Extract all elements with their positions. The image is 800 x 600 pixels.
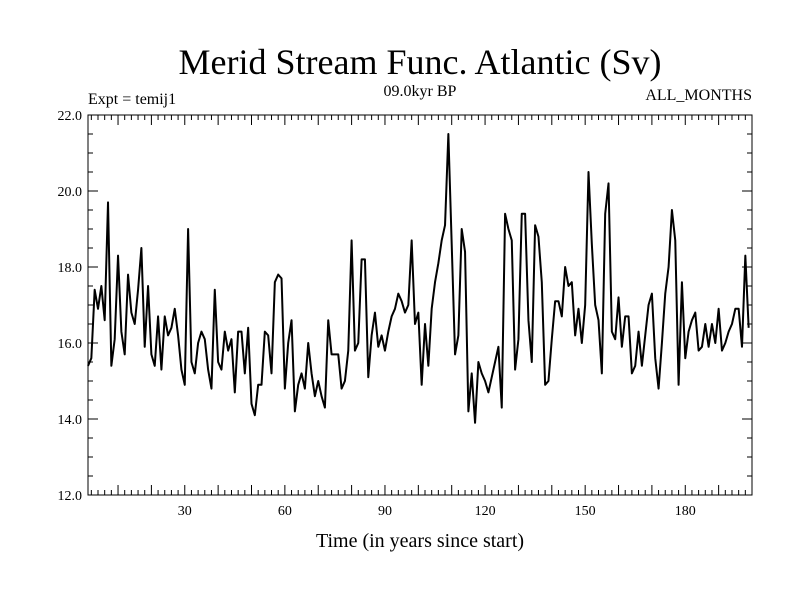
period-label: 09.0kyr BP [384, 83, 457, 100]
axis-tick-labels: 30 60 90 120 150 180 12.0 14.0 16.0 18.0 20.0 22.0 [58, 109, 696, 519]
y-tick-label: 20.0 [58, 185, 83, 200]
y-tick-label: 22.0 [58, 109, 83, 124]
y-tick-label: 18.0 [58, 261, 83, 276]
x-tick-label: 30 [178, 504, 192, 519]
x-tick-label: 60 [278, 504, 292, 519]
y-tick-label: 14.0 [58, 413, 83, 428]
y-tick-label: 16.0 [58, 337, 83, 352]
chart-title: Merid Stream Func. Atlantic (Sv) [179, 42, 662, 82]
experiment-label: Expt = temij1 [88, 91, 176, 108]
x-tick-label: 90 [378, 504, 392, 519]
data-series-line [87, 133, 750, 424]
y-tick-label: 12.0 [58, 489, 83, 504]
x-axis-label: Time (in years since start) [316, 530, 524, 552]
x-tick-label: 120 [475, 504, 496, 519]
season-label: ALL_MONTHS [645, 87, 752, 104]
x-tick-label: 150 [575, 504, 596, 519]
axis-ticks [88, 114, 753, 496]
x-tick-label: 180 [675, 504, 696, 519]
